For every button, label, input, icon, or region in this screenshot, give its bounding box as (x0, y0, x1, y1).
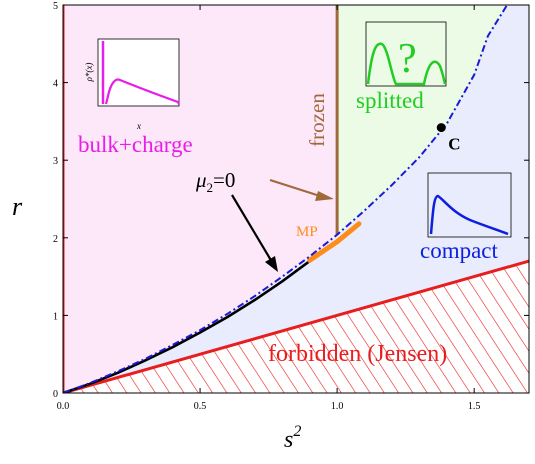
critical-point-label: C (448, 135, 460, 154)
mp-segment (307, 221, 362, 263)
frozen-arrow (269, 178, 321, 198)
x-axis-title: s2 (284, 423, 301, 453)
bulk-inset-xlabel: x (136, 121, 141, 131)
y-tick-label: 2 (53, 234, 58, 245)
y-axis-title: r (12, 192, 23, 221)
bulk-charge-label: bulk+charge (78, 132, 193, 157)
compact-inset (427, 172, 512, 238)
mp-label: MP (296, 224, 318, 240)
frozen-arrowhead (315, 191, 334, 201)
splitted-inset: ? (365, 21, 447, 87)
question-mark: ? (398, 36, 417, 82)
mu2-arrowhead (265, 256, 278, 272)
x-tick-label: 1.0 (331, 401, 344, 412)
critical-point-c (436, 123, 446, 133)
mu2-label: μ2=0 (195, 168, 235, 195)
x-tick-label: 1.5 (468, 401, 481, 412)
bulk-inset-ylabel: ρ*(x) (84, 63, 94, 83)
axis-ticks: 0.0 0.5 1.0 1.5 0 1 2 3 4 5 (53, 1, 529, 412)
x-tick-label: 0.5 (194, 401, 207, 412)
forbidden-boundary-line (63, 259, 529, 393)
compact-boundary-line (63, 5, 508, 393)
y-tick-label: 3 (53, 156, 58, 167)
x-tick-label: 0.0 (57, 401, 70, 412)
mu2-arrow (231, 194, 273, 263)
frozen-label: frozen (305, 93, 329, 147)
y-tick-label: 5 (53, 1, 58, 12)
bulk-inset: ρ*(x) x (84, 38, 180, 131)
splitted-label: splitted (356, 88, 424, 113)
plot-frame (62, 4, 530, 394)
mu2-zero-line (63, 253, 319, 393)
y-tick-label: 1 (53, 311, 58, 322)
y-tick-label: 0 (53, 389, 58, 400)
forbidden-label: forbidden (Jensen) (268, 341, 447, 367)
compact-label: compact (420, 238, 499, 263)
y-tick-label: 4 (53, 79, 58, 90)
